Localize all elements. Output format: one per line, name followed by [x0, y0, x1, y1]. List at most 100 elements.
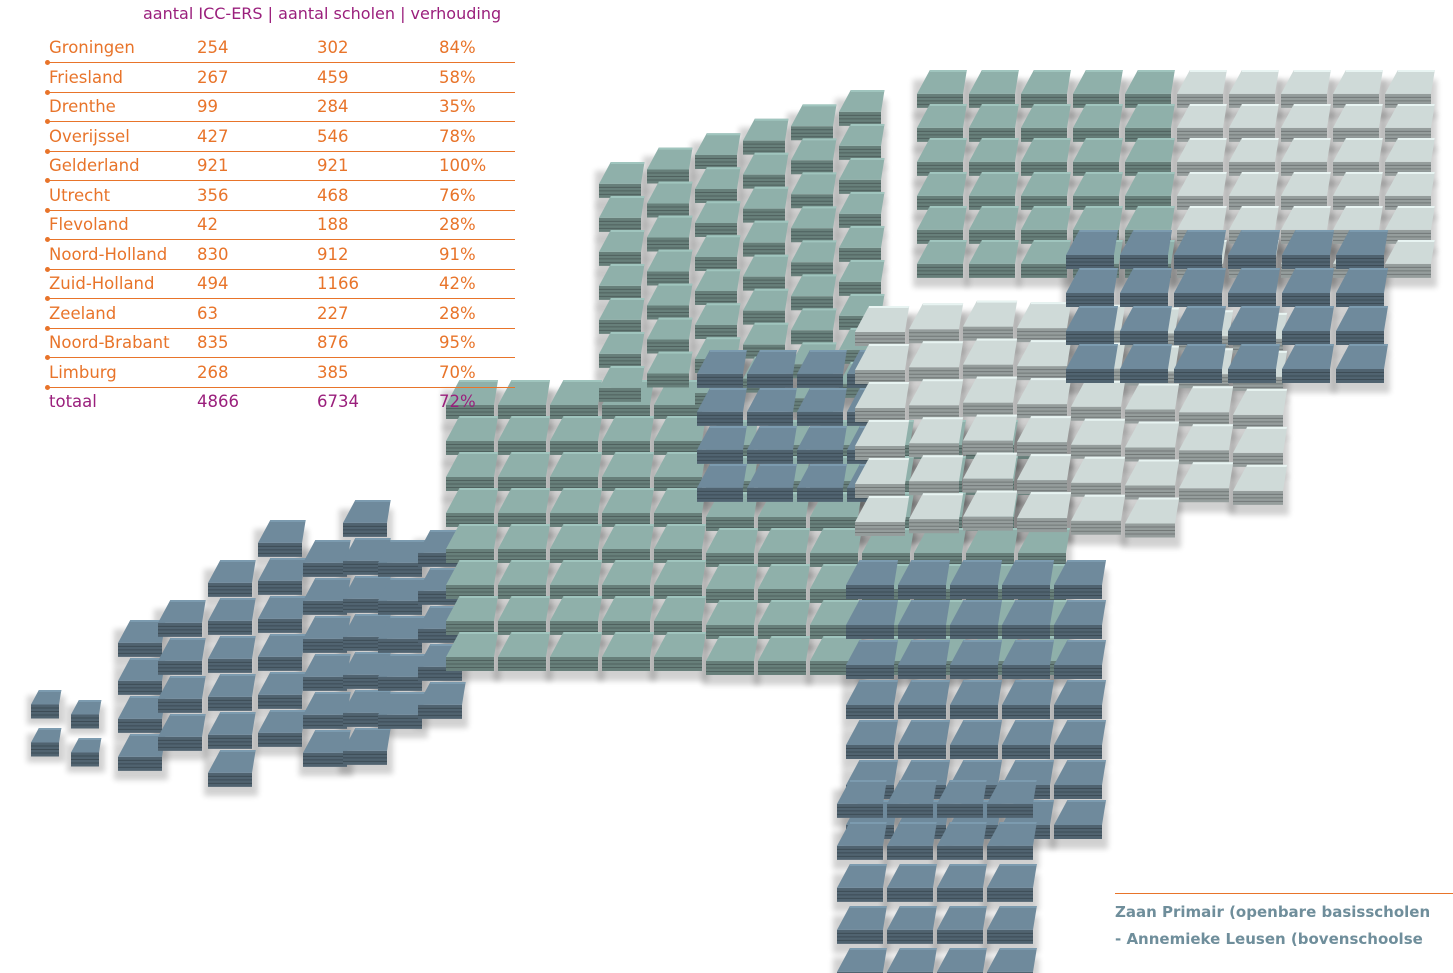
row-divider [47, 298, 515, 299]
map-block [602, 416, 655, 455]
map-block [1002, 640, 1055, 679]
map-block [343, 690, 391, 727]
map-block [1385, 70, 1435, 108]
map-block [846, 640, 899, 679]
map-block [1017, 378, 1072, 419]
map-block [1120, 344, 1173, 383]
map-block [647, 215, 693, 252]
map-block [839, 158, 885, 194]
icc-count: 99 [197, 97, 218, 116]
map-block [917, 240, 967, 278]
row-bullet [45, 325, 50, 331]
map-block [1021, 240, 1071, 278]
map-block [1066, 306, 1119, 345]
province-name: Flevoland [49, 215, 129, 234]
map-block [1282, 268, 1335, 307]
map-block [887, 906, 937, 944]
map-block [743, 220, 789, 257]
map-block [654, 632, 707, 671]
map-block [937, 864, 987, 902]
ratio-value: 28% [439, 215, 476, 234]
icc-count: 254 [197, 38, 229, 57]
ratio-value: 76% [439, 185, 476, 205]
map-block [418, 682, 466, 719]
map-block [969, 70, 1019, 108]
map-block [758, 564, 811, 603]
map-block [1177, 70, 1227, 108]
map-block [1125, 459, 1180, 500]
map-block [647, 249, 693, 286]
map-block [1054, 760, 1107, 799]
map-block [791, 274, 837, 311]
map-block [963, 338, 1018, 379]
map-block [654, 452, 707, 491]
ratio-value: 72% [439, 392, 476, 411]
map-block [446, 380, 499, 419]
map-block [1177, 104, 1227, 142]
map-block [839, 124, 885, 160]
map-block [846, 560, 899, 599]
map-block [303, 540, 351, 577]
map-block [758, 636, 811, 675]
map-block [898, 560, 951, 599]
map-block [1071, 418, 1126, 459]
row-divider [47, 62, 515, 63]
map-block [1233, 426, 1288, 467]
map-block [647, 351, 693, 388]
map-block [1017, 492, 1072, 533]
province-name: Limburg [49, 362, 117, 382]
table-total-row: totaal 4866 6734 72% [47, 388, 515, 417]
map-block [909, 303, 964, 344]
map-block [118, 734, 166, 771]
map-block [1179, 386, 1234, 427]
map-block [1229, 70, 1279, 108]
map-block [909, 455, 964, 496]
school-count: 546 [317, 126, 349, 146]
map-block [695, 303, 741, 340]
row-bullet [45, 384, 50, 390]
map-block [695, 167, 741, 204]
map-block [158, 714, 206, 751]
map-block [855, 382, 910, 422]
map-block [1054, 680, 1107, 719]
map-block [898, 680, 951, 719]
map-block [343, 576, 391, 613]
ratio-value: 84% [439, 38, 476, 57]
map-block [303, 730, 351, 767]
map-block [378, 692, 426, 729]
map-block [706, 600, 759, 639]
map-block [599, 264, 645, 300]
row-bullet [45, 119, 50, 124]
map-block [498, 632, 551, 671]
map-block [695, 133, 741, 170]
map-block [1174, 344, 1227, 383]
map-block [343, 538, 391, 575]
map-block [602, 560, 655, 599]
map-block [1333, 70, 1383, 108]
map-block [950, 680, 1003, 719]
province-name: Groningen [49, 38, 135, 57]
map-block [963, 452, 1018, 493]
map-block [797, 350, 847, 388]
map-block [747, 350, 797, 388]
map-block [743, 254, 789, 291]
ratio-value: 100% [439, 156, 487, 175]
row-divider [47, 150, 515, 152]
map-block [987, 864, 1037, 902]
map-block [963, 414, 1018, 455]
map-block [909, 379, 964, 420]
map-block [909, 417, 964, 458]
map-block [969, 240, 1019, 278]
map-block [1233, 388, 1288, 429]
row-bullet [45, 148, 50, 154]
map-block [158, 638, 206, 675]
ratio-value: 95% [439, 333, 476, 352]
icc-count: 4866 [197, 392, 239, 411]
map-block [1125, 421, 1180, 462]
map-block [599, 298, 645, 334]
table-row: Zuid-Holland 494 1166 42% [45, 270, 515, 301]
map-blocks [31, 70, 1435, 973]
icc-count: 63 [197, 303, 218, 323]
map-block [550, 488, 603, 527]
map-block [855, 306, 910, 346]
